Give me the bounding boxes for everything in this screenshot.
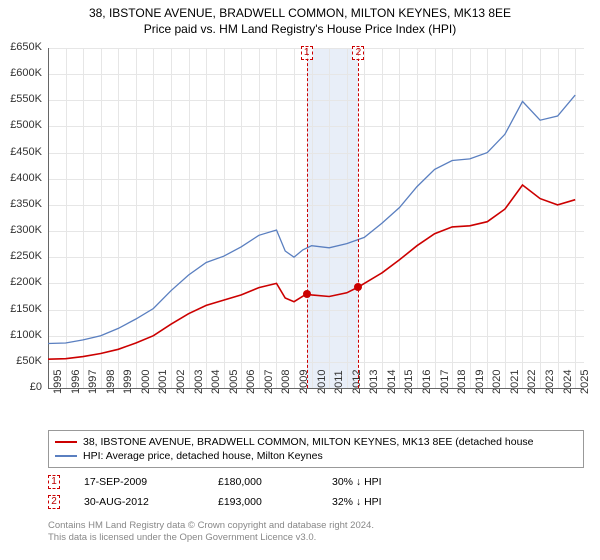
legend: 38, IBSTONE AVENUE, BRADWELL COMMON, MIL… [48,430,584,468]
transaction-line [358,48,359,388]
transaction-row: 1 17-SEP-2009 £180,000 30% ↓ HPI [48,472,382,492]
ytick-label: £100K [2,329,42,341]
series-svg [48,48,584,388]
legend-row-hpi: HPI: Average price, detached house, Milt… [55,449,577,463]
title-line1: 38, IBSTONE AVENUE, BRADWELL COMMON, MIL… [0,6,600,22]
legend-label-hpi: HPI: Average price, detached house, Milt… [83,450,323,462]
transaction-delta: 32% ↓ HPI [332,496,382,508]
transaction-point [354,283,362,291]
ytick-label: £350K [2,198,42,210]
series-subject [48,185,575,359]
ytick-label: £0 [2,381,42,393]
footer-line1: Contains HM Land Registry data © Crown c… [48,520,374,532]
ytick-label: £650K [2,41,42,53]
chart-area: £0£50K£100K£150K£200K£250K£300K£350K£400… [48,48,584,388]
legend-swatch-subject [55,441,77,443]
transaction-point [303,290,311,298]
transaction-marker: 2 [352,46,364,60]
transaction-row: 2 30-AUG-2012 £193,000 32% ↓ HPI [48,492,382,512]
series-hpi [48,95,575,343]
transaction-row-marker: 1 [48,475,60,489]
transaction-date: 30-AUG-2012 [84,496,194,508]
transaction-row-marker: 2 [48,495,60,509]
ytick-label: £500K [2,119,42,131]
ytick-label: £400K [2,172,42,184]
ytick-label: £200K [2,276,42,288]
ytick-label: £450K [2,146,42,158]
legend-row-subject: 38, IBSTONE AVENUE, BRADWELL COMMON, MIL… [55,435,577,449]
transaction-delta: 30% ↓ HPI [332,476,382,488]
ytick-label: £300K [2,224,42,236]
transaction-price: £180,000 [218,476,308,488]
transaction-table: 1 17-SEP-2009 £180,000 30% ↓ HPI 2 30-AUG-201… [48,472,382,512]
footer: Contains HM Land Registry data © Crown c… [48,520,374,545]
ytick-label: £50K [2,355,42,367]
transaction-date: 17-SEP-2009 [84,476,194,488]
transaction-price: £193,000 [218,496,308,508]
legend-swatch-hpi [55,455,77,457]
ytick-label: £250K [2,250,42,262]
transaction-marker: 1 [301,46,313,60]
ytick-label: £600K [2,67,42,79]
chart-title: 38, IBSTONE AVENUE, BRADWELL COMMON, MIL… [0,0,600,37]
ytick-label: £150K [2,303,42,315]
ytick-label: £550K [2,93,42,105]
footer-line2: This data is licensed under the Open Gov… [48,532,374,544]
legend-label-subject: 38, IBSTONE AVENUE, BRADWELL COMMON, MIL… [83,436,534,448]
transaction-line [307,48,308,388]
title-line2: Price paid vs. HM Land Registry's House … [0,22,600,38]
